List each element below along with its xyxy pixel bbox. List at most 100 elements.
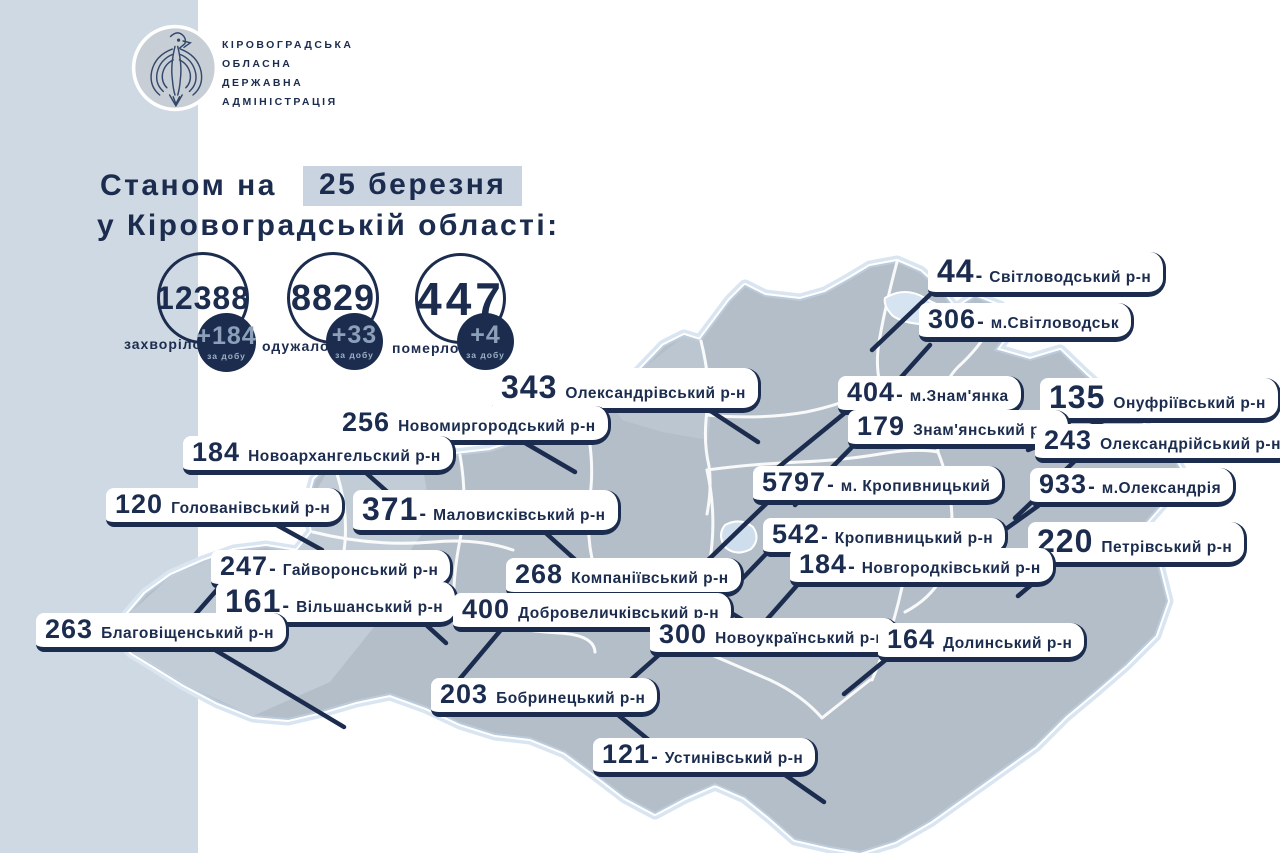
district-label-novoukrainskyi-rn: 300 Новоукраїнський р-н <box>650 618 901 657</box>
district-name: Бобринецький р-н <box>496 690 646 707</box>
district-label-petrivskyi-rn: 220 Петрівський р-н <box>1028 522 1248 567</box>
district-label-kompaniivskyi-rn: 268 Компаніївський р-н <box>506 558 744 597</box>
district-label-ustynivskyi-rn: 121- Устинівський р-н <box>593 738 819 777</box>
district-label-novhorodkivskyi-rn: 184- Новгородківський р-н <box>790 548 1056 587</box>
district-name: Устинівський р-н <box>664 750 804 767</box>
recovered-label: одужало <box>262 338 330 354</box>
recovered-delta-badge: +33 за добу <box>326 313 383 370</box>
report-date: 25 березня <box>302 166 523 206</box>
district-label-m-kropyvnytskyi: 5797- м. Кропивницький <box>753 466 1006 505</box>
district-sep: - <box>975 265 983 287</box>
district-count: 371 <box>362 491 419 527</box>
deaths-delta: +4 <box>470 321 501 350</box>
district-name: м.Світловодськ <box>990 315 1120 332</box>
district-count: 184 <box>192 437 241 467</box>
district-count: 44 <box>937 253 975 289</box>
district-name: Компаніївський р-н <box>571 570 729 587</box>
district-sep: - <box>282 595 290 617</box>
district-count: 542 <box>772 519 821 549</box>
administration-name-line: обласна <box>222 58 293 70</box>
city-patch <box>720 520 758 554</box>
left-accent-stripe <box>0 0 198 853</box>
district-count: 933 <box>1039 469 1088 499</box>
administration-name-line: державна <box>222 77 304 89</box>
district-label-novoarkhanhelskyi-rn: 184 Новоархангельский р-н <box>183 436 456 475</box>
district-label-svitlovodskyi-rn: 44- Світловодський р-н <box>928 252 1167 297</box>
district-name: Олександрійський р-н <box>1100 436 1280 453</box>
district-count: 400 <box>462 594 511 624</box>
district-label-znamianskyi-rn: 179 Знам'янський р-н <box>848 410 1071 449</box>
district-name: Онуфріївський р-н <box>1113 395 1266 412</box>
district-name: Кропивницький р-н <box>834 530 994 547</box>
district-sep: - <box>827 474 834 496</box>
district-label-malovyskivskyi-rn: 371- Маловисківський р-н <box>353 490 621 535</box>
district-name: м. Кропивницький <box>840 478 991 495</box>
district-name: Новгородківський р-н <box>861 560 1041 577</box>
district-count: 203 <box>440 679 489 709</box>
administration-name-line: Кіровоградська <box>222 39 354 51</box>
district-count: 256 <box>342 407 391 437</box>
district-sep: - <box>651 746 658 768</box>
district-count: 404 <box>847 377 896 407</box>
deaths-label: померло <box>392 340 460 356</box>
recovered-delta: +33 <box>331 321 378 350</box>
district-name: Знам'янський р-н <box>913 422 1056 439</box>
district-name: Новоукраїнський р-н <box>715 630 886 647</box>
district-count: 164 <box>887 624 936 654</box>
district-count: 268 <box>515 559 564 589</box>
district-count: 135 <box>1049 379 1106 415</box>
recovered-per-day: за добу <box>335 350 374 361</box>
district-sep: - <box>1088 476 1095 498</box>
district-name: Вільшанський р-н <box>296 599 444 616</box>
district-name: м.Знам'янка <box>909 388 1009 405</box>
district-name: Благовіщенський р-н <box>101 625 275 642</box>
district-sep: - <box>896 384 903 406</box>
district-label-bobrynetskyi-rn: 203 Бобринецький р-н <box>431 678 661 717</box>
district-name: Олександрівський р-н <box>565 385 746 402</box>
administration-logo <box>130 23 220 118</box>
district-label-m-oleksandriia: 933- м.Олександрія <box>1030 468 1237 507</box>
district-sep: - <box>848 556 855 578</box>
eagle-emblem-icon <box>131 24 219 112</box>
infected-delta-badge: +184 за добу <box>196 313 256 372</box>
page-title: Станом на 25 березня <box>100 166 523 206</box>
district-name: Долинський р-н <box>943 635 1073 652</box>
district-count: 243 <box>1044 425 1093 455</box>
district-count: 5797 <box>762 467 827 497</box>
district-name: Маловисківський р-н <box>433 507 606 524</box>
district-count: 184 <box>799 549 848 579</box>
district-label-holovanivskyi-rn: 120 Голованівський р-н <box>106 488 346 527</box>
district-count: 121 <box>602 739 651 769</box>
district-count: 247 <box>220 551 269 581</box>
page-title-line2: у Кіровоградській області: <box>97 209 560 242</box>
district-count: 306 <box>928 304 977 334</box>
district-count: 263 <box>45 614 94 644</box>
district-sep: - <box>821 526 828 548</box>
district-name: Голованівський р-н <box>171 500 331 517</box>
infected-label: захворіло <box>124 336 203 352</box>
administration-name-line: адміністрація <box>222 96 338 108</box>
district-label-novomyrhorodskyi-rn: 256 Новомиргородський р-н <box>333 406 611 445</box>
district-count: 120 <box>115 489 164 519</box>
district-count: 343 <box>501 369 558 405</box>
district-name: Світловодський р-н <box>989 269 1152 286</box>
recovered-total: 8829 <box>290 277 376 318</box>
district-sep: - <box>419 503 427 525</box>
district-count: 179 <box>857 411 906 441</box>
district-label-blahovishchenskyi-rn: 263 Благовіщенський р-н <box>36 613 290 652</box>
deaths-per-day: за добу <box>466 350 505 361</box>
district-sep: - <box>269 558 276 580</box>
district-name: Новоархангельский р-н <box>248 448 441 465</box>
title-prefix: Станом на <box>100 169 277 202</box>
district-label-dolynskyi-rn: 164 Долинський р-н <box>878 623 1088 662</box>
district-name: м.Олександрія <box>1101 480 1222 497</box>
district-name: Добровеличківський р-н <box>518 605 720 622</box>
district-count: 300 <box>659 619 708 649</box>
district-sep: - <box>977 311 984 333</box>
infected-per-day: за добу <box>207 351 246 362</box>
district-name: Новомиргородський р-н <box>398 418 596 435</box>
administration-name: Кіровоградська обласна державна адмініст… <box>222 36 353 112</box>
district-label-m-svitlovodsk: 306- м.Світловодськ <box>919 303 1135 342</box>
district-label-oleksandriiskyi-rn: 243 Олександрійський р-н <box>1035 424 1280 463</box>
district-name: Петрівський р-н <box>1101 539 1233 556</box>
